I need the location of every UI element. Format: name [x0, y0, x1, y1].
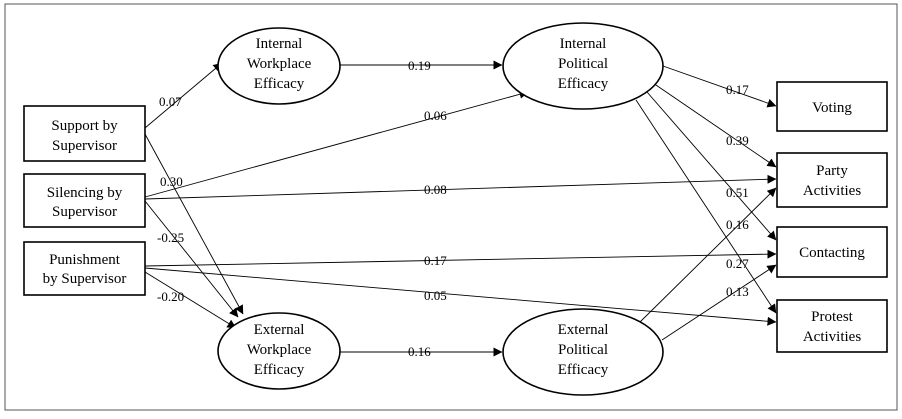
- node-party-line-1: Party: [816, 163, 848, 179]
- node-party-activities: Party Activities: [776, 152, 888, 208]
- path-punishment-protest: [144, 267, 777, 326]
- node-external-workplace-efficacy: External Workplace Efficacy: [217, 312, 341, 390]
- path-silencing-ewe: [144, 200, 239, 318]
- coef-punishment-protest: 0.05: [424, 288, 447, 303]
- path-silencing-party: [144, 174, 777, 200]
- node-party-line-2: Activities: [803, 183, 861, 199]
- node-epe-line-2: Political: [558, 342, 608, 358]
- node-ewe-line-1: External: [254, 322, 305, 338]
- coef-punishment-contacting: 0.17: [424, 253, 447, 268]
- node-contacting: Contacting: [776, 226, 888, 278]
- node-punishment-by-supervisor: Punishment by Supervisor: [23, 241, 146, 296]
- node-iwe-line-2: Workplace: [247, 56, 312, 72]
- path-silencing-ipe: [144, 89, 529, 198]
- coef-iwe-ipe: 0.19: [408, 58, 431, 73]
- path-support-iwe: [144, 62, 223, 129]
- node-silencing-line-1: Silencing by: [47, 185, 123, 201]
- coef-ipe-contacting: 0.51: [726, 185, 749, 200]
- path-ipe-party: [652, 82, 777, 168]
- path-support-ewe: [144, 133, 244, 315]
- coef-ipe-protest: 0.27: [726, 256, 749, 271]
- node-epe-line-1: External: [558, 322, 609, 338]
- path-ipe-protest: [635, 99, 777, 314]
- path-epe-party: [639, 187, 777, 323]
- coefficients-layer: 0.07 0.30 0.06 0.08 -0.25 -0.20 0.17 0.0…: [157, 58, 749, 359]
- coef-punishment-ewe: -0.20: [157, 289, 184, 304]
- node-ewe-line-2: Workplace: [247, 342, 312, 358]
- coef-silencing-ewe: -0.25: [157, 230, 184, 245]
- path-ipe-contacting: [646, 91, 777, 241]
- node-silencing-by-supervisor: Silencing by Supervisor: [23, 173, 146, 228]
- outer-border: [4, 3, 898, 411]
- node-voting-line-1: Voting: [812, 100, 852, 116]
- node-ipe-line-3: Efficacy: [558, 76, 609, 92]
- node-voting: Voting: [776, 81, 888, 132]
- node-punishment-line-1: Punishment: [49, 252, 121, 268]
- coef-ewe-epe: 0.16: [408, 344, 431, 359]
- path-punishment-contacting: [144, 249, 777, 267]
- paths-layer: [144, 60, 777, 357]
- path-epe-contacting: [661, 264, 777, 341]
- coef-ipe-voting: 0.17: [726, 82, 749, 97]
- path-punishment-ewe: [144, 271, 237, 329]
- node-contacting-line-1: Contacting: [799, 245, 865, 261]
- coef-support-ewe: 0.30: [160, 174, 183, 189]
- node-silencing-line-2: Supervisor: [52, 204, 117, 220]
- node-ewe-line-3: Efficacy: [254, 362, 305, 378]
- coef-support-iwe: 0.07: [159, 94, 182, 109]
- node-iwe-line-1: Internal: [256, 36, 303, 52]
- coef-epe-contacting: 0.13: [726, 284, 749, 299]
- coef-silencing-party: 0.08: [424, 182, 447, 197]
- coef-epe-party: 0.16: [726, 217, 749, 232]
- node-punishment-line-2: by Supervisor: [43, 271, 127, 287]
- node-support-line-2: Supervisor: [52, 138, 117, 154]
- node-support-by-supervisor: Support by Supervisor: [23, 105, 146, 162]
- node-internal-workplace-efficacy: Internal Workplace Efficacy: [217, 27, 341, 105]
- node-protest-line-1: Protest: [811, 309, 854, 325]
- path-ipe-voting: [662, 65, 777, 108]
- node-protest-line-2: Activities: [803, 329, 861, 345]
- node-ipe-line-2: Political: [558, 56, 608, 72]
- node-internal-political-efficacy: Internal Political Efficacy: [502, 22, 664, 110]
- node-external-political-efficacy: External Political Efficacy: [502, 308, 664, 396]
- node-protest-activities: Protest Activities: [776, 299, 888, 353]
- node-ipe-line-1: Internal: [560, 36, 607, 52]
- node-epe-line-3: Efficacy: [558, 362, 609, 378]
- coef-silencing-ipe: 0.06: [424, 108, 447, 123]
- node-support-line-1: Support by: [51, 118, 118, 134]
- node-iwe-line-3: Efficacy: [254, 76, 305, 92]
- coef-ipe-party: 0.39: [726, 133, 749, 148]
